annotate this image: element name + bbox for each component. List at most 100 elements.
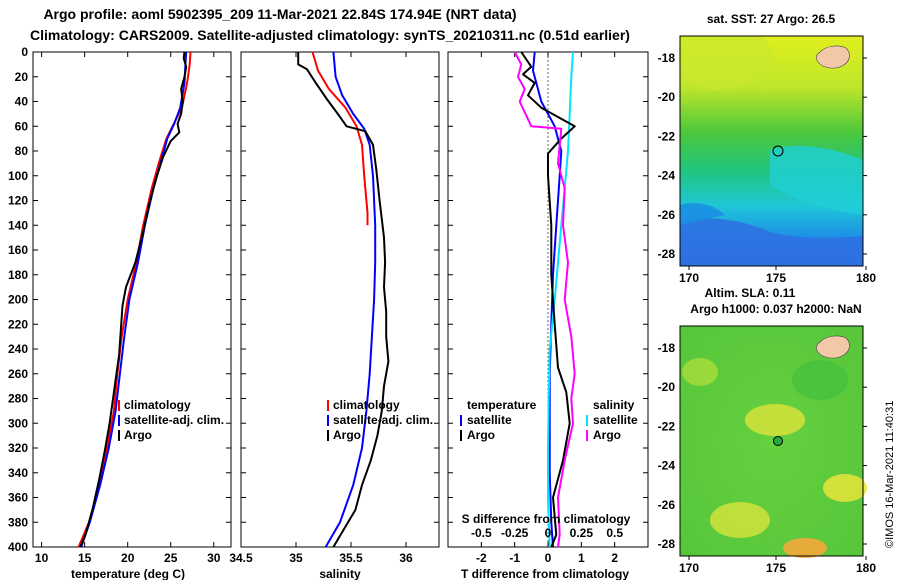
depth-tick-label: 260	[8, 367, 28, 381]
series-line-s-argo	[513, 51, 576, 548]
axis-ticks	[33, 51, 648, 548]
legend-label-climatology: climatology	[333, 398, 400, 412]
lat-tick-label: -20	[658, 90, 676, 104]
depth-tick-label: 140	[8, 218, 28, 232]
temperature-legend: climatology satellite-adj. clim. Argo	[118, 398, 224, 442]
sst-map-frame	[679, 35, 864, 267]
sst-cyan-patch	[770, 145, 863, 215]
legend-swatch-s-satellite	[586, 415, 588, 426]
depth-tick-label: 240	[8, 342, 28, 356]
x-tick-label: 30	[207, 551, 221, 565]
x-tick-label: 1	[578, 551, 585, 565]
depth-tick-label: 80	[15, 144, 29, 158]
lat-tick-label: -26	[658, 208, 676, 222]
depth-tick-label: 200	[8, 293, 28, 307]
series-line-t-satellite	[532, 51, 563, 548]
lon-tick-label: 175	[766, 271, 786, 285]
sla-yellow-patch-4	[710, 502, 770, 538]
difference-series	[513, 51, 576, 548]
x-tick-label: 0	[545, 551, 552, 565]
sst-island	[815, 45, 850, 69]
legend-title-temperature: temperature	[467, 398, 537, 412]
x-tick-label: 35.5	[339, 551, 363, 565]
depth-tick-label: 100	[8, 169, 28, 183]
sst-lon-ticks: 170 175 180	[679, 266, 876, 285]
legend-label-satellite: satellite-adj. clim.	[124, 413, 224, 427]
salinity-panel-frame	[240, 51, 440, 548]
lon-tick-label: 170	[679, 561, 699, 575]
sla-orange-patch	[783, 538, 827, 558]
sla-lon-ticks: 170 175 180	[679, 556, 876, 575]
lon-tick-label: 180	[856, 271, 876, 285]
salinity-series	[297, 51, 390, 548]
x-tick-label: -1	[509, 551, 520, 565]
legend-label-t-argo: Argo	[467, 428, 495, 442]
depth-tick-label: 340	[8, 466, 28, 480]
series-line-satellite-adj-clim-	[324, 51, 377, 548]
depth-tick-label: 0	[21, 45, 28, 59]
legend-label-climatology: climatology	[124, 398, 191, 412]
salinity-legend: climatology satellite-adj. clim. Argo	[327, 398, 433, 442]
sla-map-frame	[679, 325, 864, 557]
diff-x-axis-title: T difference from climatology	[461, 567, 629, 580]
legend-swatch-satellite	[327, 415, 329, 426]
x-tick-label: 35	[289, 551, 303, 565]
top-x-tick-label: 0	[545, 526, 552, 540]
sst-warm-patch	[680, 36, 775, 91]
x-tick-label: 15	[78, 551, 92, 565]
sst-argo-marker	[772, 145, 784, 157]
depth-tick-label: 160	[8, 243, 28, 257]
lon-tick-label: 170	[679, 271, 699, 285]
legend-swatch-t-argo	[460, 430, 462, 441]
series-line-s-satellite	[547, 51, 574, 548]
lat-tick-label: -24	[658, 459, 676, 473]
sla-yellow-patch-3	[823, 474, 867, 502]
lat-tick-label: -26	[658, 498, 676, 512]
depth-tick-label: 20	[15, 70, 29, 84]
depth-tick-label: 280	[8, 392, 28, 406]
legend-label-argo: Argo	[124, 428, 152, 442]
x-tick-label: -2	[476, 551, 487, 565]
sla-yellow-patch	[745, 404, 805, 436]
lat-tick-label: -18	[658, 51, 676, 65]
x-tick-label: 2	[611, 551, 618, 565]
depth-tick-label: 60	[15, 119, 29, 133]
x-tick-labels: 10 15 20 25 30 34.5 35 35.5 36 -2 -1 0 1 2 -0.5 -0.25 0 0…	[35, 526, 623, 565]
depth-tick-label: 320	[8, 441, 28, 455]
sla-green-patch	[792, 360, 848, 400]
sst-map-title: sat. SST: 27 Argo: 26.5	[707, 12, 836, 26]
sla-yellow-patch-2	[682, 358, 718, 386]
sla-map-title-2: Argo h1000: 0.037 h2000: NaN	[690, 302, 861, 316]
difference-legend: temperature satellite Argo salinity sate…	[460, 398, 638, 442]
legend-swatch-climatology	[118, 400, 120, 411]
depth-tick-label: 120	[8, 194, 28, 208]
depth-tick-label: 180	[8, 268, 28, 282]
depth-tick-label: 380	[8, 515, 28, 529]
lat-tick-label: -18	[658, 341, 676, 355]
title-line-1: Argo profile: aoml 5902395_209 11-Mar-20…	[43, 6, 517, 22]
depth-tick-label: 360	[8, 491, 28, 505]
lat-tick-label: -22	[658, 419, 676, 433]
legend-swatch-t-satellite	[460, 415, 462, 426]
legend-swatch-argo	[118, 430, 120, 441]
sla-map	[679, 325, 867, 558]
depth-tick-label: 300	[8, 416, 28, 430]
legend-swatch-argo	[327, 430, 329, 441]
sla-map-title-1: Altim. SLA: 0.11	[705, 286, 796, 300]
x-tick-label: 10	[35, 551, 49, 565]
sst-lat-ticks: -18 -20 -22 -24 -26 -28	[658, 51, 867, 261]
lat-tick-label: -28	[658, 537, 676, 551]
series-line-climatology	[311, 51, 369, 226]
legend-label-s-satellite: satellite	[593, 413, 638, 427]
sst-map	[679, 35, 864, 267]
series-line-t-argo	[520, 51, 576, 548]
legend-label-argo: Argo	[333, 428, 361, 442]
x-tick-label: 36	[399, 551, 413, 565]
legend-label-satellite: satellite-adj. clim.	[333, 413, 433, 427]
x-tick-label: 20	[121, 551, 135, 565]
sal-x-axis-title: salinity	[319, 567, 361, 580]
top-x-tick-label: -0.5	[471, 526, 492, 540]
depth-tick-label: 220	[8, 317, 28, 331]
legend-label-t-satellite: satellite	[467, 413, 512, 427]
